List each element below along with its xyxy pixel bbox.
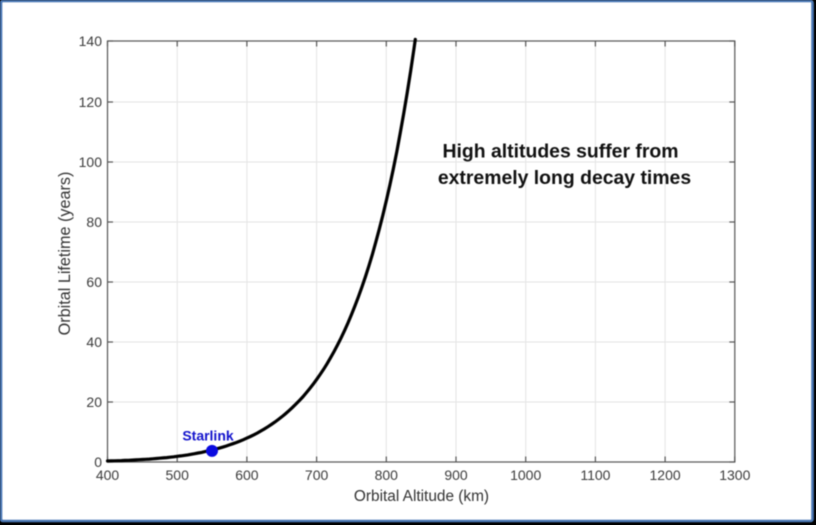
svg-text:1300: 1300 <box>719 467 750 483</box>
svg-text:1100: 1100 <box>580 467 610 483</box>
svg-text:80: 80 <box>86 214 102 230</box>
svg-text:40: 40 <box>86 334 102 350</box>
svg-text:900: 900 <box>444 467 468 483</box>
svg-text:500: 500 <box>166 467 190 483</box>
svg-text:20: 20 <box>86 394 102 410</box>
svg-text:100: 100 <box>79 154 103 170</box>
svg-text:1200: 1200 <box>650 467 681 483</box>
svg-text:0: 0 <box>94 454 102 470</box>
svg-text:1000: 1000 <box>510 467 541 483</box>
svg-text:High altitudes suffer from: High altitudes suffer from <box>443 141 679 163</box>
svg-text:Orbital Lifetime (years): Orbital Lifetime (years) <box>56 172 74 336</box>
svg-text:800: 800 <box>375 467 399 483</box>
svg-text:60: 60 <box>86 274 102 290</box>
svg-text:600: 600 <box>235 467 259 483</box>
svg-text:700: 700 <box>305 467 329 483</box>
svg-text:Orbital Altitude (km): Orbital Altitude (km) <box>354 488 489 505</box>
svg-text:400: 400 <box>96 467 120 483</box>
svg-text:extremely long decay times: extremely long decay times <box>438 167 691 189</box>
svg-text:140: 140 <box>79 33 103 49</box>
svg-text:Starlink: Starlink <box>182 428 234 444</box>
svg-text:120: 120 <box>79 94 103 110</box>
